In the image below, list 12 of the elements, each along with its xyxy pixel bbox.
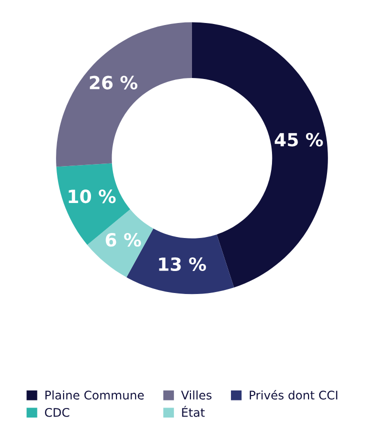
legend-label: Plaine Commune bbox=[45, 390, 144, 400]
donut-slice bbox=[87, 209, 154, 278]
legend-label: Villes bbox=[181, 390, 212, 400]
donut-slice bbox=[56, 22, 192, 167]
legend-label: Privés dont CCI bbox=[250, 390, 338, 400]
data-label: 13 % bbox=[159, 257, 206, 272]
data-label: 6 % bbox=[106, 233, 141, 247]
legend-label: État bbox=[182, 406, 205, 417]
data-label: 26 % bbox=[90, 76, 138, 90]
data-label: 45 % bbox=[274, 132, 323, 147]
legend-label: CDC bbox=[44, 408, 70, 417]
data-label: 10 % bbox=[68, 190, 116, 204]
